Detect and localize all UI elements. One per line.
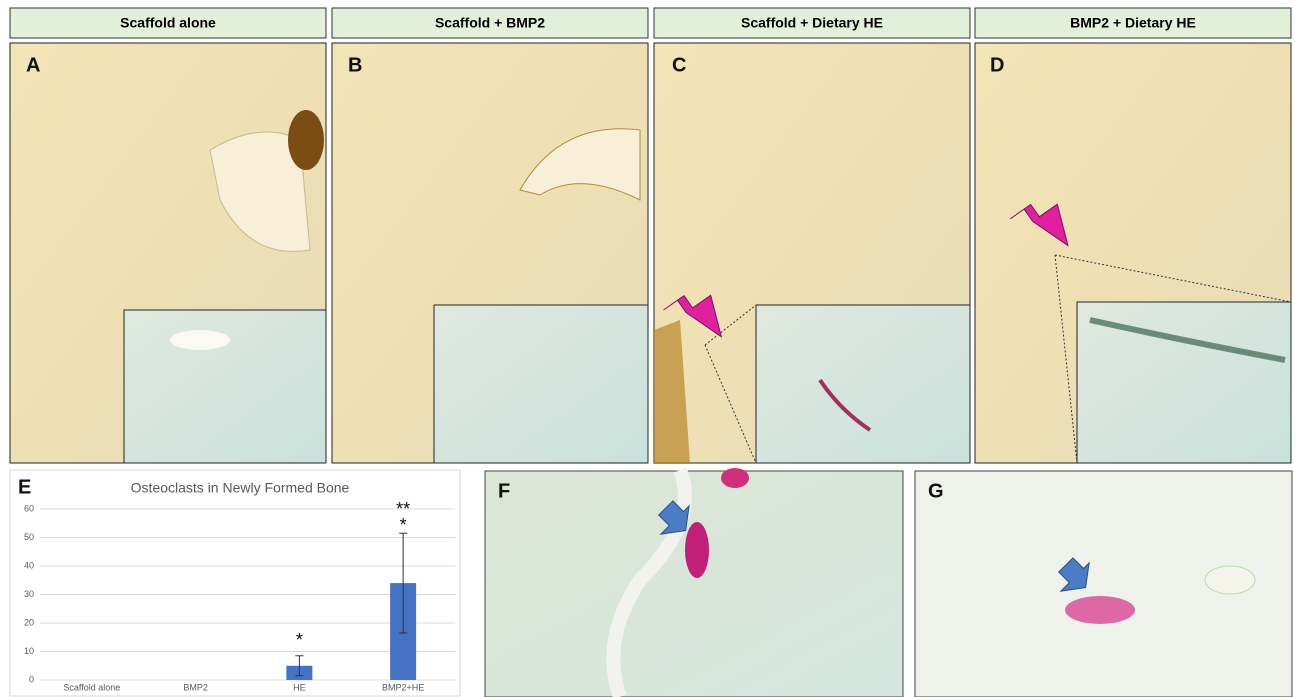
tissue-detail xyxy=(1065,596,1135,624)
histology-panels: A B C D xyxy=(10,43,1291,463)
panel-title: Scaffold + BMP2 xyxy=(435,15,545,31)
panel-letter: A xyxy=(26,54,40,76)
panel-letter: G xyxy=(928,480,944,502)
x-tick-label: HE xyxy=(293,682,306,692)
significance-marker: * xyxy=(296,630,303,650)
tissue-detail xyxy=(721,468,749,488)
y-tick-label: 0 xyxy=(29,674,34,684)
y-tick-label: 30 xyxy=(24,589,34,599)
tissue-detail xyxy=(288,110,324,170)
inset xyxy=(124,310,326,463)
panel-title: Scaffold + Dietary HE xyxy=(741,15,883,31)
panel-letter: B xyxy=(348,54,362,76)
micrograph xyxy=(485,471,903,697)
panel-letter: C xyxy=(672,54,686,76)
panel-title: Scaffold alone xyxy=(120,15,216,31)
panel-letter: E xyxy=(18,476,31,498)
y-tick-label: 60 xyxy=(24,503,34,513)
chart-title: Osteoclasts in Newly Formed Bone xyxy=(131,480,350,496)
y-tick-label: 20 xyxy=(24,617,34,627)
y-tick-label: 50 xyxy=(24,532,34,542)
y-tick-label: 40 xyxy=(24,560,34,570)
tissue-detail xyxy=(170,330,230,350)
panel-letter: F xyxy=(498,480,510,502)
inset xyxy=(434,305,648,463)
inset xyxy=(756,305,970,463)
significance-marker: * xyxy=(400,515,407,535)
tissue-detail xyxy=(685,522,709,578)
panel-headers: Scaffold alone Scaffold + BMP2 Scaffold … xyxy=(10,8,1291,38)
detail-panels: F G xyxy=(485,468,1292,697)
y-tick-label: 10 xyxy=(24,646,34,656)
x-tick-label: BMP2 xyxy=(183,682,208,692)
panel-title: BMP2 + Dietary HE xyxy=(1070,15,1196,31)
x-tick-label: BMP2+HE xyxy=(382,682,424,692)
x-tick-label: Scaffold alone xyxy=(63,682,120,692)
figure: Scaffold alone Scaffold + BMP2 Scaffold … xyxy=(0,0,1295,697)
panel-letter: D xyxy=(990,54,1004,76)
tissue-detail xyxy=(1205,566,1255,594)
